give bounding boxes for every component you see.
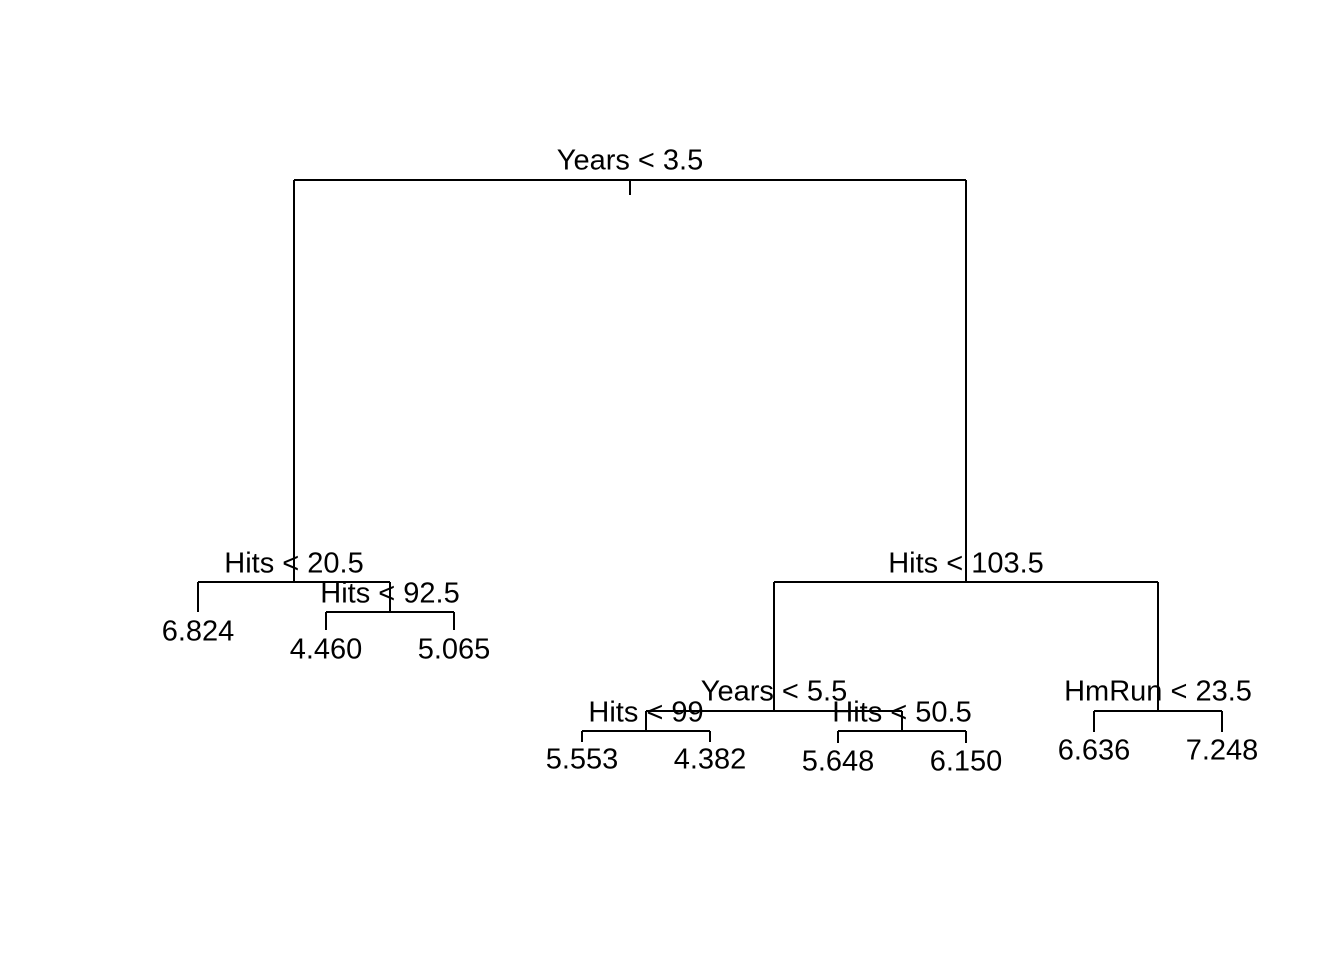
leaf-label: 5.553	[546, 744, 619, 776]
leaf-label: 5.648	[802, 746, 875, 778]
leaf-label: 5.065	[418, 634, 491, 666]
leaf-label: 7.248	[1186, 735, 1259, 767]
split-label: Years < 3.5	[557, 145, 703, 177]
split-label: Hits < 20.5	[224, 548, 363, 580]
leaf-label: 6.150	[930, 746, 1003, 778]
split-label: Hits < 50.5	[832, 697, 971, 729]
split-label: Years < 5.5	[701, 676, 847, 708]
leaf-label: 4.460	[290, 634, 363, 666]
leaf-labels: 6.824 4.460 5.065 5.553 4.382 5.648 6.15…	[162, 616, 1259, 778]
split-label: Hits < 92.5	[320, 578, 459, 610]
split-label: Hits < 99	[588, 697, 703, 729]
split-label: Hits < 103.5	[888, 548, 1044, 580]
branches	[197, 179, 1223, 743]
leaf-label: 6.636	[1058, 735, 1131, 767]
leaf-label: 4.382	[674, 744, 747, 776]
leaf-label: 6.824	[162, 616, 235, 648]
split-labels: Years < 3.5 Hits < 20.5 Hits < 92.5 Hits…	[224, 145, 1252, 729]
split-label: HmRun < 23.5	[1064, 676, 1252, 708]
